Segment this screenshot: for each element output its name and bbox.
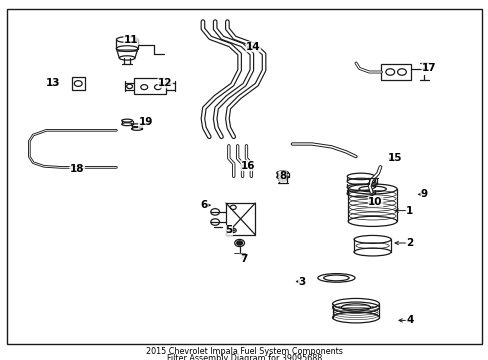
Text: 7: 7 xyxy=(239,254,247,264)
Circle shape xyxy=(236,241,242,245)
Text: 16: 16 xyxy=(241,161,255,171)
Text: 5: 5 xyxy=(225,225,232,235)
Bar xyxy=(381,64,410,80)
Text: 17: 17 xyxy=(421,63,436,73)
Text: 1: 1 xyxy=(406,206,412,216)
Text: 2015 Chevrolet Impala Fuel System Components: 2015 Chevrolet Impala Fuel System Compon… xyxy=(146,347,342,356)
Text: 9: 9 xyxy=(420,189,427,199)
Text: 6: 6 xyxy=(201,200,207,210)
Text: 19: 19 xyxy=(138,117,153,127)
Text: 2: 2 xyxy=(406,238,412,248)
Bar xyxy=(225,203,255,235)
Text: 18: 18 xyxy=(70,164,84,174)
Text: 14: 14 xyxy=(245,42,260,52)
Text: 10: 10 xyxy=(367,197,382,207)
Bar xyxy=(72,77,84,90)
Text: 11: 11 xyxy=(123,35,138,45)
Text: Filter Assembly Diagram for 39095688: Filter Assembly Diagram for 39095688 xyxy=(166,354,322,360)
Text: 13: 13 xyxy=(45,78,60,88)
Bar xyxy=(134,78,166,94)
Text: 4: 4 xyxy=(405,315,413,325)
Text: 12: 12 xyxy=(158,78,172,88)
Text: 8: 8 xyxy=(279,171,285,181)
Text: 3: 3 xyxy=(298,276,305,287)
Text: 15: 15 xyxy=(387,153,402,163)
